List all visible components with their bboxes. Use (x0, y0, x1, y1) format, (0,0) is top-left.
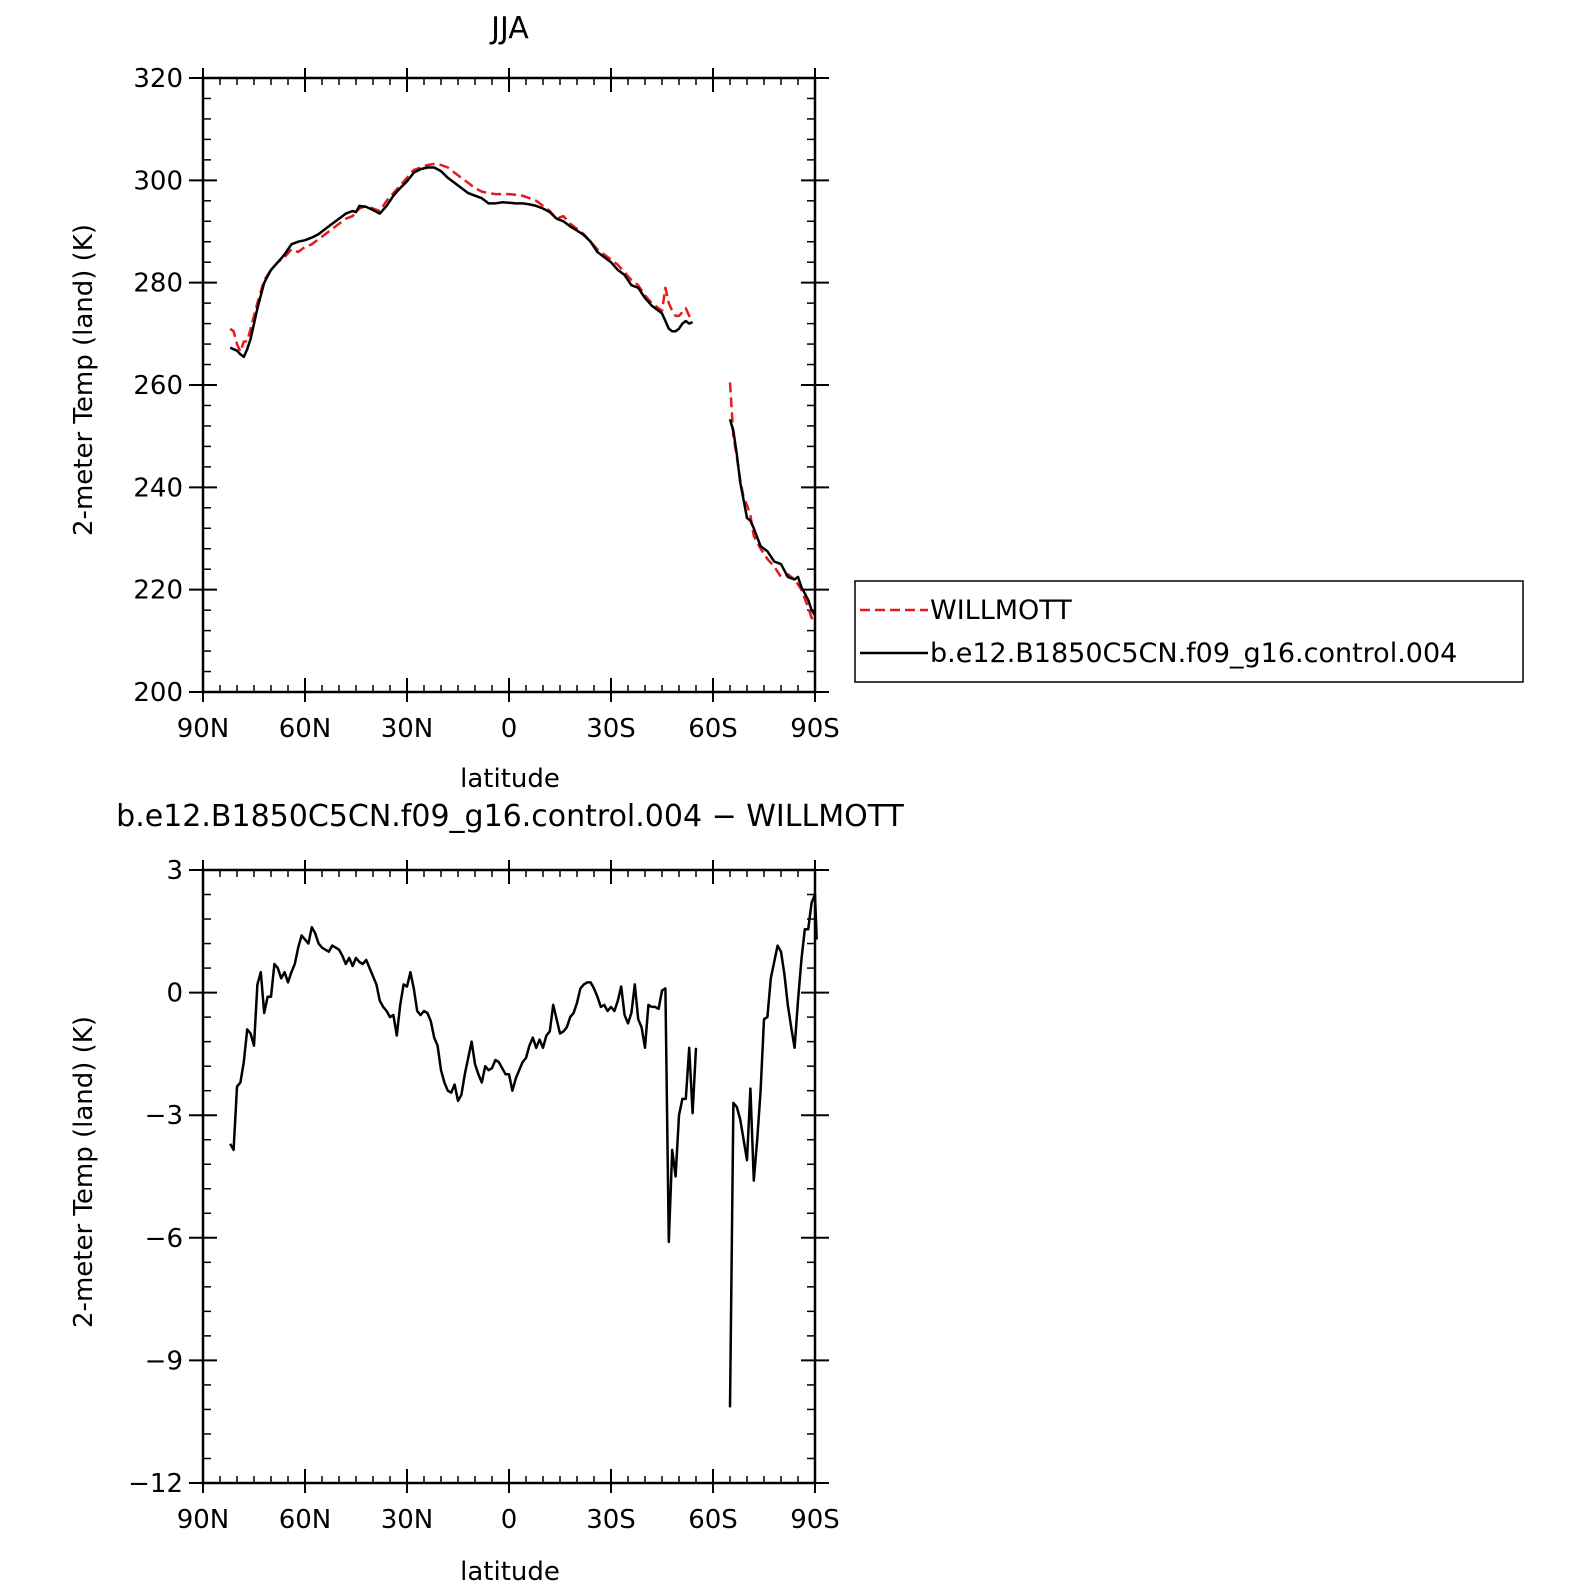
chart-title: JJA (489, 11, 529, 46)
chart-title: b.e12.B1850C5CN.f09_g16.control.004 − WI… (116, 799, 904, 834)
series-line-model (728, 893, 818, 1408)
x-tick-label: 30N (381, 1505, 434, 1535)
legend-label-model: b.e12.B1850C5CN.f09_g16.control.004 (930, 638, 1457, 669)
x-tick-label: 60N (279, 1505, 332, 1535)
series-line-model (728, 418, 817, 616)
x-tick-label: 30S (586, 1505, 636, 1535)
y-tick-label: 220 (133, 576, 183, 606)
legend-box (854, 580, 1524, 683)
y-tick-label: 200 (133, 678, 183, 708)
y-tick-label: 3 (166, 856, 183, 886)
legend-label-willmott: WILLMOTT (930, 595, 1072, 626)
y-tick-label: 280 (133, 269, 183, 299)
x-tick-label: 90N (177, 1505, 230, 1535)
temperature-panel: JJA 2-meter Temp (land) (K) latitude 200… (69, 11, 840, 794)
y-tick-label: −9 (145, 1346, 183, 1376)
axis-ticks: 200 220 240 260 280 300 320 90N 60N 30N 0 30S 60S 90S (133, 64, 839, 744)
x-tick-label: 60S (688, 1505, 738, 1535)
y-tick-label: 320 (133, 64, 183, 94)
series-line-willmott (229, 162, 694, 353)
x-tick-label: 60S (688, 714, 738, 744)
x-tick-label: 60N (279, 714, 332, 744)
plot-frame (201, 868, 817, 1485)
y-tick-label: 240 (133, 473, 183, 503)
x-axis-label: latitude (460, 1557, 560, 1587)
x-tick-label: 0 (501, 714, 518, 744)
plot-lines (229, 893, 818, 1408)
y-tick-label: −3 (145, 1101, 183, 1131)
plot-frame (201, 76, 817, 694)
plot-lines (229, 162, 817, 624)
y-tick-label: 0 (166, 979, 183, 1009)
y-tick-label: −12 (128, 1469, 183, 1499)
y-tick-label: 260 (133, 371, 183, 401)
y-axis-label: 2-meter Temp (land) (K) (69, 1016, 99, 1328)
x-tick-label: 90N (177, 714, 230, 744)
x-tick-label: 30S (586, 714, 636, 744)
x-tick-label: 30N (381, 714, 434, 744)
legend: WILLMOTT b.e12.B1850C5CN.f09_g16.control… (854, 580, 1524, 683)
x-tick-label: 0 (501, 1505, 518, 1535)
y-axis-label: 2-meter Temp (land) (K) (69, 224, 99, 536)
x-tick-label: 90S (790, 1505, 840, 1535)
series-line-model (229, 166, 694, 359)
difference-panel: b.e12.B1850C5CN.f09_g16.control.004 − WI… (69, 799, 905, 1587)
x-axis-label: latitude (460, 764, 560, 794)
y-tick-label: 300 (133, 166, 183, 196)
x-tick-label: 90S (790, 714, 840, 744)
series-line-model (229, 925, 698, 1244)
y-tick-label: −6 (145, 1224, 183, 1254)
axis-ticks: −12 −9 −6 −3 0 3 90N 60N 30N 0 30S 60S 90S (128, 856, 840, 1535)
